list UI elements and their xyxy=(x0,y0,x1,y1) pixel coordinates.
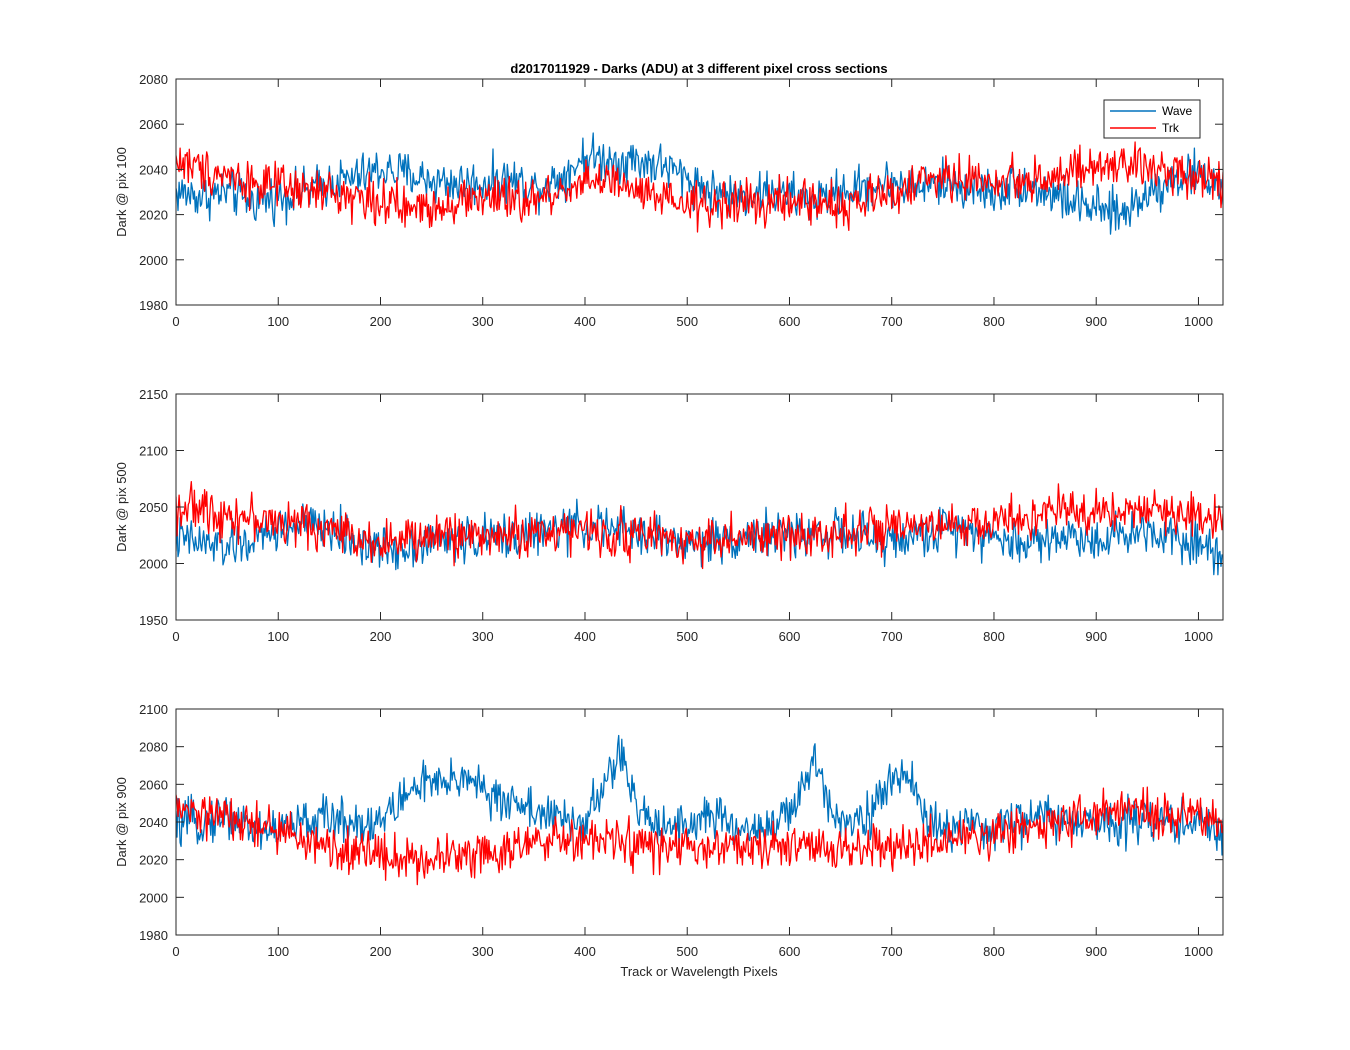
x-tick-label: 0 xyxy=(172,944,179,959)
series-line-wave xyxy=(176,132,1223,235)
y-tick-label: 2040 xyxy=(139,162,168,177)
y-tick-label: 2060 xyxy=(139,777,168,792)
x-tick-label: 100 xyxy=(267,629,289,644)
x-tick-label: 900 xyxy=(1085,629,1107,644)
x-tick-label: 100 xyxy=(267,944,289,959)
series-line-trk xyxy=(176,481,1223,570)
x-tick-label: 300 xyxy=(472,629,494,644)
y-tick-label: 2000 xyxy=(139,253,168,268)
x-tick-label: 800 xyxy=(983,629,1005,644)
axes-pix-500: 0 100 200 300 400 500 600 700 800 900 1000 1950 2000… xyxy=(114,387,1224,644)
x-tick-label: 1000 xyxy=(1184,629,1213,644)
x-tick-label: 800 xyxy=(983,944,1005,959)
ylabel-pix-100: Dark @ pix 100 xyxy=(114,147,129,237)
x-tick-label: 600 xyxy=(779,314,801,329)
y-tick-label: 2060 xyxy=(139,117,168,132)
y-tick-label: 2050 xyxy=(139,500,168,515)
x-tick-label: 500 xyxy=(676,944,698,959)
series-line-trk xyxy=(176,141,1223,233)
x-tick-label: 200 xyxy=(370,944,392,959)
axes-frame-pix-100 xyxy=(175,78,1224,306)
x-tick-label: 400 xyxy=(574,944,596,959)
y-tick-label: 2000 xyxy=(139,890,168,905)
y-tick-label: 2100 xyxy=(139,444,168,459)
legend-box xyxy=(1103,99,1201,139)
x-tick-label: 800 xyxy=(983,314,1005,329)
series-line-trk xyxy=(176,786,1223,886)
x-tick-label: 300 xyxy=(472,314,494,329)
y-tick-label: 2080 xyxy=(139,72,168,87)
x-tick-label: 500 xyxy=(676,314,698,329)
x-tick-label: 600 xyxy=(779,629,801,644)
x-tick-label: 100 xyxy=(267,314,289,329)
ylabel-pix-900: Dark @ pix 900 xyxy=(114,777,129,867)
ylabel-pix-500: Dark @ pix 500 xyxy=(114,462,129,552)
legend-label-wave: Wave xyxy=(1162,104,1193,118)
x-tick-label: 500 xyxy=(676,629,698,644)
y-tick-label: 1950 xyxy=(139,613,168,628)
x-tick-label: 700 xyxy=(881,944,903,959)
axes-pix-900: 0 100 200 300 400 500 600 700 800 900 1000 1980 2000… xyxy=(114,702,1224,959)
y-tick-label: 2150 xyxy=(139,387,168,402)
legend-label-trk: Trk xyxy=(1162,121,1180,135)
x-tick-label: 0 xyxy=(172,629,179,644)
series-lines-pix-100 xyxy=(176,132,1223,235)
series-lines-pix-900 xyxy=(176,734,1223,886)
axes-pix-100: 0 100 200 300 400 500 600 700 800 900 1000 1980 2000… xyxy=(114,72,1224,329)
x-tick-label: 900 xyxy=(1085,944,1107,959)
series-lines-pix-500 xyxy=(176,481,1223,576)
x-tick-label: 200 xyxy=(370,314,392,329)
y-tick-label: 2080 xyxy=(139,740,168,755)
x-tick-label: 900 xyxy=(1085,314,1107,329)
x-tick-label: 600 xyxy=(779,944,801,959)
y-tick-label: 2020 xyxy=(139,853,168,868)
xlabel: Track or Wavelength Pixels xyxy=(620,964,778,979)
x-tick-label: 200 xyxy=(370,629,392,644)
x-tick-label: 400 xyxy=(574,629,596,644)
x-tick-label: 1000 xyxy=(1184,314,1213,329)
figure-title: d2017011929 - Darks (ADU) at 3 different… xyxy=(510,61,887,76)
x-tick-label: 0 xyxy=(172,314,179,329)
series-line-wave xyxy=(176,734,1223,856)
y-tick-label: 1980 xyxy=(139,928,168,943)
y-tick-label: 2020 xyxy=(139,208,168,223)
y-tick-label: 1980 xyxy=(139,298,168,313)
y-tick-label: 2000 xyxy=(139,557,168,572)
ticks-pix-100: 0 100 200 300 400 500 600 700 800 900 1000 1980 2000… xyxy=(139,72,1223,329)
legend: Wave Trk xyxy=(1103,99,1201,139)
y-tick-label: 2040 xyxy=(139,815,168,830)
x-tick-label: 1000 xyxy=(1184,944,1213,959)
y-tick-label: 2100 xyxy=(139,702,168,717)
x-tick-label: 700 xyxy=(881,629,903,644)
ticks-pix-500: 0 100 200 300 400 500 600 700 800 900 1000 1950 2000… xyxy=(139,387,1223,644)
x-tick-label: 400 xyxy=(574,314,596,329)
ticks-pix-900: 0 100 200 300 400 500 600 700 800 900 1000 1980 2000… xyxy=(139,702,1223,959)
x-tick-label: 300 xyxy=(472,944,494,959)
x-tick-label: 700 xyxy=(881,314,903,329)
